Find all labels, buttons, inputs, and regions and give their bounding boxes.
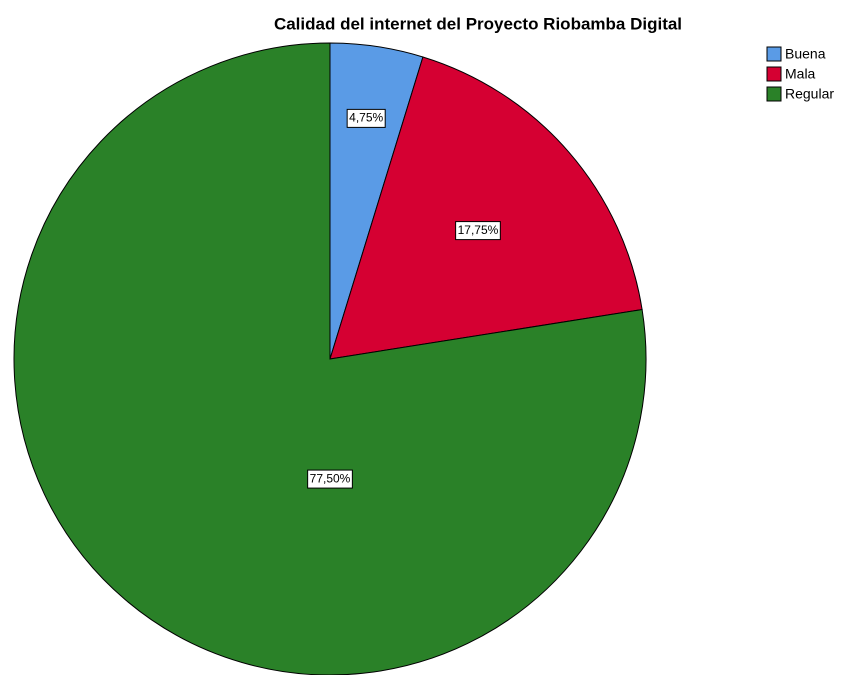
data-label-box [307,469,353,489]
data-label-box [455,221,501,241]
legend-swatch [766,46,782,62]
pie-slice [13,42,647,675]
legend-swatch [766,66,782,82]
legend-label: Mala [785,66,816,82]
data-label-text: 4,75% [349,111,383,125]
data-label: 77,50% [307,469,353,489]
legend-label: Regular [785,86,834,102]
data-label: 4,75% [346,108,386,128]
legend-label: Buena [785,46,826,62]
data-label-text: 17,75% [458,223,499,237]
data-label-box [346,108,386,128]
pie-slice [329,56,643,360]
legend-swatch [766,86,782,102]
data-label: 17,75% [455,221,501,241]
chart-title: Calidad del internet del Proyecto Riobam… [274,14,682,33]
data-label-text: 77,50% [310,471,351,485]
